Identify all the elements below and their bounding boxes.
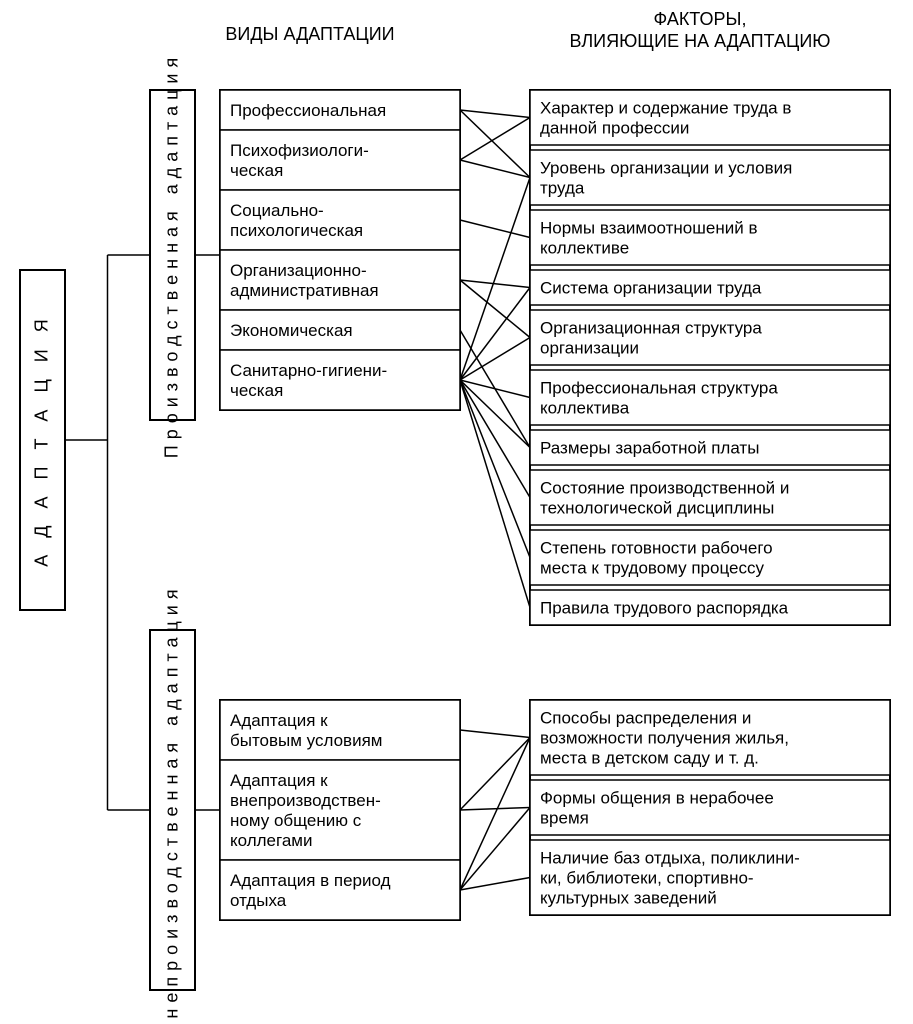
edge	[460, 878, 530, 891]
edge	[460, 380, 530, 498]
edge	[460, 808, 530, 891]
type-cell	[220, 860, 460, 920]
root-label: А Д А П Т А Ц И Я	[31, 313, 51, 566]
edge	[460, 380, 530, 398]
header-types: ВИДЫ АДАПТАЦИИ	[225, 24, 394, 44]
category-label-nonprod: Внепроизводственная адаптация	[161, 583, 181, 1024]
type-label: Профессиональная	[230, 101, 386, 120]
type-cell	[220, 250, 460, 310]
factor-label: Система организации труда	[540, 279, 762, 298]
type-cell	[220, 700, 460, 760]
edge	[460, 288, 530, 381]
edge	[460, 338, 530, 381]
factor-label: Состояние производственной итехнологичес…	[540, 479, 789, 518]
boxes-layer: ВИДЫ АДАПТАЦИИ ФАКТОРЫ,ВЛИЯЮЩИЕ НА АДАПТА…	[20, 9, 890, 1024]
edge	[460, 178, 530, 381]
factor-label: Правила трудового распорядка	[540, 599, 789, 618]
edge	[460, 220, 530, 238]
type-cell	[220, 190, 460, 250]
diagram-canvas: ВИДЫ АДАПТАЦИИ ФАКТОРЫ,ВЛИЯЮЩИЕ НА АДАПТА…	[0, 0, 913, 1024]
header-factors: ФАКТОРЫ,ВЛИЯЮЩИЕ НА АДАПТАЦИЮ	[570, 9, 831, 51]
edge	[460, 280, 530, 338]
type-cell	[220, 350, 460, 410]
type-label: Организационно-административная	[230, 261, 379, 300]
factor-label: Степень готовности рабочегоместа к трудо…	[540, 539, 773, 578]
type-cell	[220, 130, 460, 190]
edge	[460, 380, 530, 558]
edge	[460, 738, 530, 891]
type-label: Экономическая	[230, 321, 353, 340]
factor-label: Размеры заработной платы	[540, 439, 759, 458]
edge	[460, 730, 530, 738]
category-label-prod: Производственная адаптация	[161, 52, 181, 458]
edge	[460, 160, 530, 178]
edge	[460, 280, 530, 288]
edge	[460, 808, 530, 811]
edge	[460, 118, 530, 161]
edge	[460, 110, 530, 178]
edge	[460, 738, 530, 811]
edge	[460, 110, 530, 118]
